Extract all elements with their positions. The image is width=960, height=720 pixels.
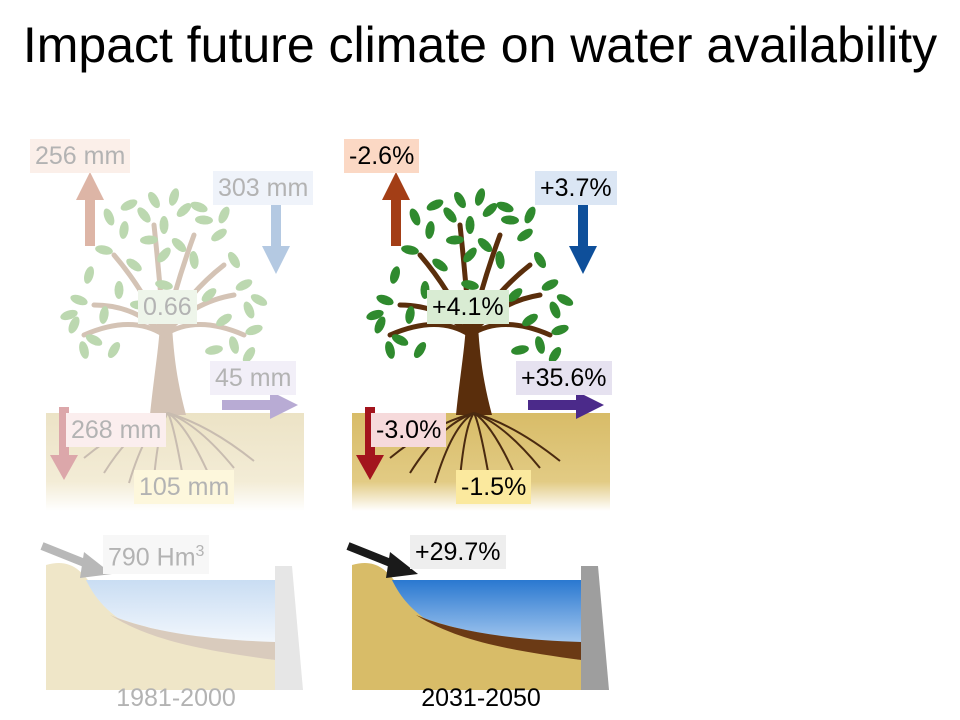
precipitation-change-label: +3.7% — [535, 171, 617, 205]
lateral-flow-arrow — [528, 391, 604, 419]
et-label: 256 mm — [30, 139, 131, 173]
reservoir-bank — [46, 562, 275, 690]
reservoir-inflow-change-label: +29.7% — [410, 535, 506, 569]
percolation-arrow — [50, 407, 78, 480]
vegetation-label: 0.66 — [138, 290, 197, 324]
period-label: 2031-2050 — [421, 684, 541, 712]
percolation-label: 268 mm — [66, 413, 167, 447]
precipitation-arrow — [262, 200, 290, 274]
reservoir-water — [392, 580, 581, 645]
inflow-arrow — [346, 542, 418, 578]
vegetation-change-label: +4.1% — [427, 290, 509, 324]
reservoir-icon — [352, 562, 609, 690]
lateral-flow-label: 45 mm — [210, 361, 297, 395]
lateral-flow-change-label: +35.6% — [516, 361, 612, 395]
reservoir-bank — [352, 562, 581, 690]
groundwater-change-label: -1.5% — [456, 470, 532, 504]
et-arrow — [382, 172, 410, 246]
reservoir-icon — [46, 562, 303, 690]
panel-1981-2000 — [40, 172, 304, 690]
inflow-unit-superscript: 3 — [195, 543, 205, 560]
inflow-value: 790 Hm — [108, 543, 196, 572]
reservoir-water — [86, 580, 275, 645]
reservoir-dam — [275, 566, 303, 690]
precipitation-label: 303 mm — [213, 171, 314, 205]
reservoir-dam — [581, 566, 609, 690]
et-arrow — [76, 172, 104, 246]
groundwater-label: 105 mm — [134, 470, 235, 504]
reservoir-sediment — [110, 615, 275, 660]
reservoir-inflow-label: 790 Hm3 — [103, 535, 210, 575]
lateral-flow-arrow — [222, 391, 298, 419]
precipitation-arrow — [569, 200, 597, 274]
page-title: Impact future climate on water availabil… — [22, 17, 938, 73]
period-label: 1981-2000 — [116, 684, 236, 712]
et-change-label: -2.6% — [344, 139, 420, 173]
reservoir-sediment — [416, 615, 581, 660]
percolation-change-label: -3.0% — [371, 413, 447, 447]
percolation-arrow — [356, 407, 384, 480]
